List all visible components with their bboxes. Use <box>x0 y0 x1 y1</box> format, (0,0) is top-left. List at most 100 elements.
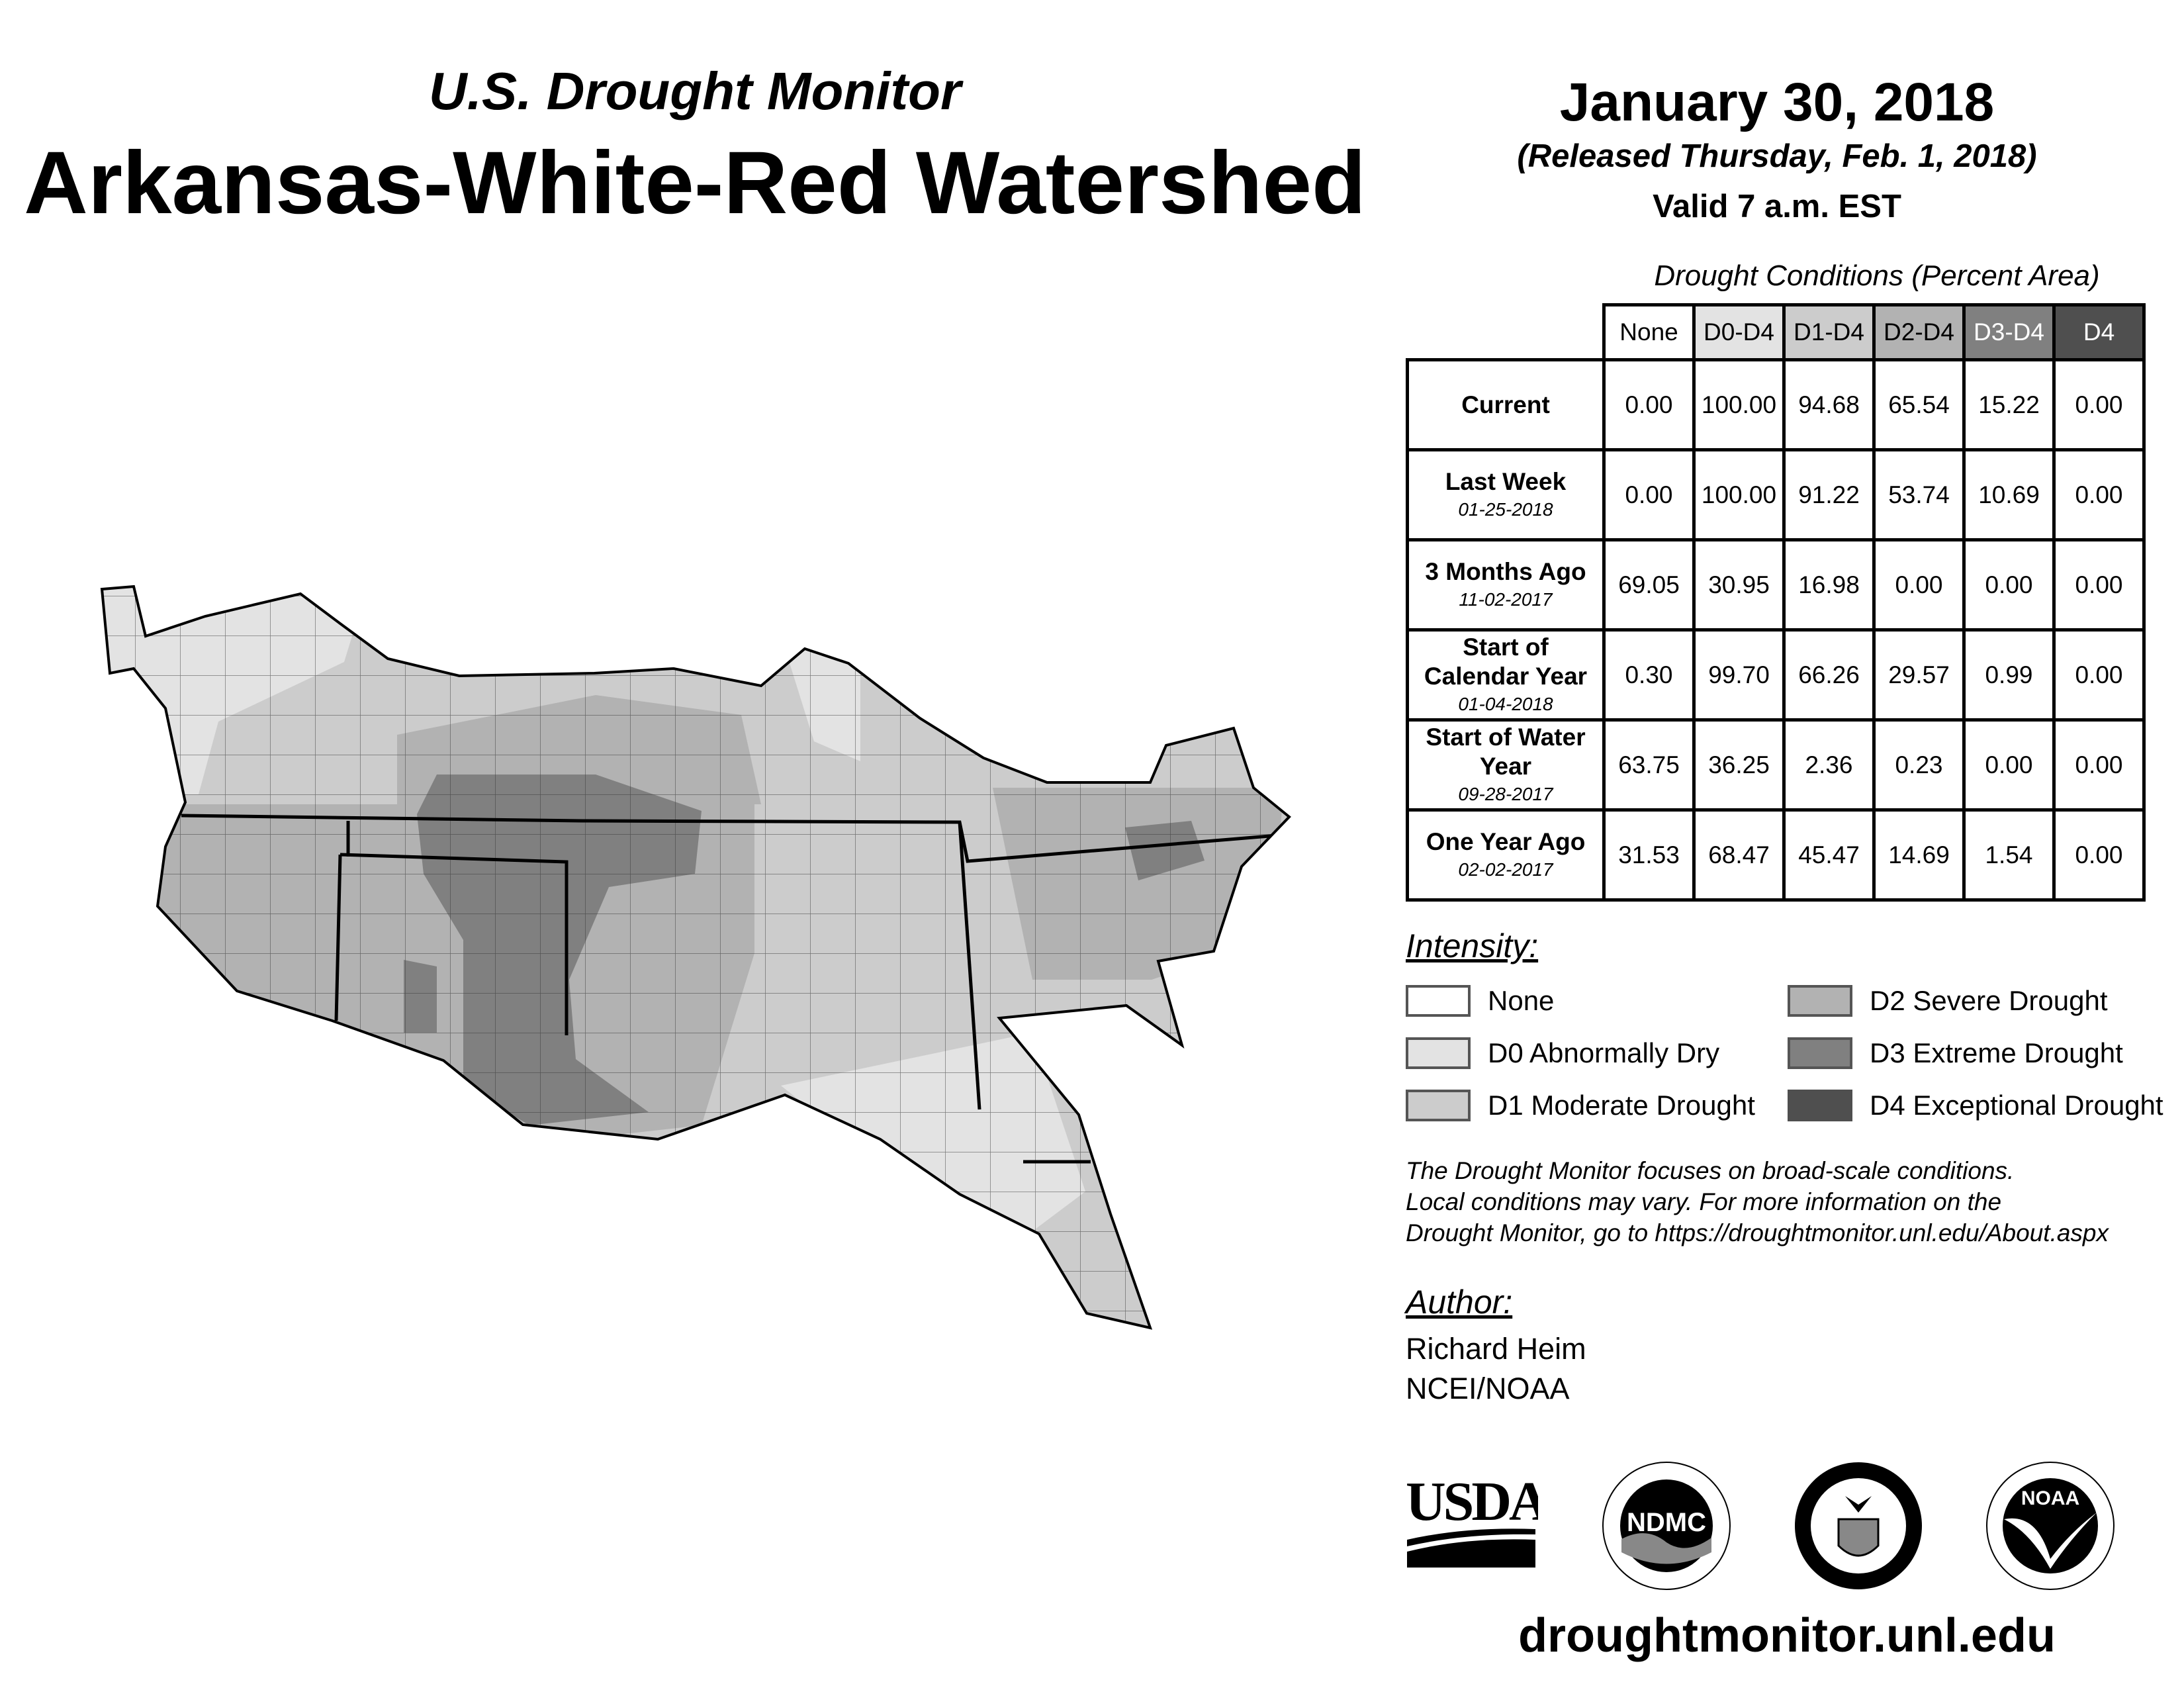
county-lines <box>102 586 1289 1328</box>
table-cell: 36.25 <box>1692 718 1786 812</box>
row-date: 09-28-2017 <box>1458 783 1553 804</box>
table-cell: 68.47 <box>1692 808 1786 902</box>
table-cell: 100.00 <box>1692 358 1786 451</box>
legend-swatch <box>1406 985 1471 1017</box>
row-label-text: Start of Water Year <box>1426 723 1586 780</box>
table-cell: 63.75 <box>1602 718 1696 812</box>
basin-outline <box>100 585 1291 1330</box>
table-cell: 0.00 <box>1602 358 1696 451</box>
table-cell: 0.00 <box>2052 808 2146 902</box>
column-header-d4: D4 <box>2052 303 2146 361</box>
row-date: 11-02-2017 <box>1459 588 1553 610</box>
row-date: 01-25-2018 <box>1458 498 1553 520</box>
table-row: 3 Months Ago 11-02-2017 69.05 30.95 16.98 0.0… <box>1406 538 2146 632</box>
legend-item: D1 Moderate Drought <box>1406 1090 1755 1121</box>
drought-conditions-table: None D0-D4 D1-D4 D2-D4 D3-D4 D4 Current 0.00 100… <box>1406 303 2146 902</box>
author-org: NCEI/NOAA <box>1406 1372 1570 1405</box>
legend-item: D4 Exceptional Drought <box>1788 1090 2163 1121</box>
column-header-d1-d4: D1-D4 <box>1782 303 1876 361</box>
table-row: Last Week 01-25-2018 0.00 100.00 91.22 53.74 1… <box>1406 448 2146 541</box>
table-cell: 0.00 <box>1962 538 2056 632</box>
column-header-d2-d4: D2-D4 <box>1872 303 1966 361</box>
table-cell: 0.23 <box>1872 718 1966 812</box>
table-row: Start of Water Year 09-28-2017 63.75 36.25 2… <box>1406 718 2146 812</box>
legend-label: None <box>1488 985 1555 1016</box>
column-header-d3-d4: D3-D4 <box>1962 303 2056 361</box>
footer-url[interactable]: droughtmonitor.unl.edu <box>1518 1609 2056 1662</box>
table-cell: 0.00 <box>2052 538 2146 632</box>
table-cell: 31.53 <box>1602 808 1696 902</box>
disclaimer-note: The Drought Monitor focuses on broad-sca… <box>1406 1155 2109 1248</box>
table-cell: 65.54 <box>1872 358 1966 451</box>
column-header-d0-d4: D0-D4 <box>1692 303 1786 361</box>
legend-label: D0 Abnormally Dry <box>1488 1037 1720 1068</box>
drought-map <box>100 585 1291 1330</box>
table-cell: 1.54 <box>1962 808 2056 902</box>
table-cell: 16.98 <box>1782 538 1876 632</box>
legend-label: D3 Extreme Drought <box>1870 1037 2123 1068</box>
legend-swatch <box>1788 1037 1852 1069</box>
author-name: Richard Heim <box>1406 1332 1586 1366</box>
table-cell: 99.70 <box>1692 628 1786 722</box>
row-label-text: Last Week <box>1445 467 1567 495</box>
note-line: The Drought Monitor focuses on broad-sca… <box>1406 1157 2015 1184</box>
legend-label: D4 Exceptional Drought <box>1870 1090 2163 1121</box>
map-title: Arkansas-White-Red Watershed <box>24 134 1366 232</box>
table-cell: 0.00 <box>1962 718 2056 812</box>
table-cell: 0.99 <box>1962 628 2056 722</box>
table-cell: 69.05 <box>1602 538 1696 632</box>
row-label-text: 3 Months Ago <box>1425 557 1586 585</box>
ndmc-logo: NDMC <box>1602 1462 1731 1590</box>
legend-swatch <box>1788 985 1852 1017</box>
row-label-text: Current <box>1461 391 1550 418</box>
legend-swatch <box>1406 1090 1471 1121</box>
legend-swatch <box>1406 1037 1471 1069</box>
table-row: Start of Calendar Year 01-04-2018 0.30 99.7… <box>1406 628 2146 722</box>
svg-text:NDMC: NDMC <box>1627 1508 1706 1537</box>
column-header-none: None <box>1602 303 1696 361</box>
row-label: Last Week 01-25-2018 <box>1406 448 1606 541</box>
commerce-seal <box>1795 1462 1922 1589</box>
table-caption: Drought Conditions (Percent Area) <box>1654 259 2100 292</box>
note-line: Local conditions may vary. For more info… <box>1406 1188 2002 1215</box>
svg-text:NOAA: NOAA <box>2021 1487 2079 1509</box>
table-cell: 14.69 <box>1872 808 1966 902</box>
table-row: One Year Ago 02-02-2017 31.53 68.47 45.47 14.… <box>1406 808 2146 902</box>
row-label: Start of Calendar Year 01-04-2018 <box>1406 628 1606 722</box>
usda-logo: USDA <box>1406 1471 1538 1568</box>
note-line: Drought Monitor, go to https://droughtmo… <box>1406 1219 2109 1246</box>
table-cell: 91.22 <box>1782 448 1876 541</box>
row-label: 3 Months Ago 11-02-2017 <box>1406 538 1606 632</box>
table-cell: 0.30 <box>1602 628 1696 722</box>
map-date: January 30, 2018 <box>1559 72 1995 132</box>
table-cell: 0.00 <box>2052 448 2146 541</box>
row-label-text: One Year Ago <box>1426 827 1586 855</box>
map-subtitle: U.S. Drought Monitor <box>428 62 962 120</box>
table-cell: 94.68 <box>1782 358 1876 451</box>
legend-swatch <box>1788 1090 1852 1121</box>
table-cell: 100.00 <box>1692 448 1786 541</box>
legend-label: D2 Severe Drought <box>1870 985 2108 1016</box>
row-date: 02-02-2017 <box>1458 859 1553 880</box>
row-label: Current <box>1406 358 1606 451</box>
table-cell: 0.00 <box>1602 448 1696 541</box>
table-cell: 15.22 <box>1962 358 2056 451</box>
noaa-logo: NOAA <box>1986 1462 2115 1590</box>
row-label: One Year Ago 02-02-2017 <box>1406 808 1606 902</box>
table-cell: 2.36 <box>1782 718 1876 812</box>
table-cell: 0.00 <box>2052 628 2146 722</box>
legend-title: Intensity: <box>1406 927 1539 964</box>
table-cell: 0.00 <box>2052 718 2146 812</box>
table-cell: 0.00 <box>2052 358 2146 451</box>
row-date: 01-04-2018 <box>1458 693 1553 714</box>
table-cell: 29.57 <box>1872 628 1966 722</box>
table-cell: 53.74 <box>1872 448 1966 541</box>
table-corner <box>1407 305 1606 361</box>
state-boundaries <box>181 814 1286 1164</box>
legend-item: D2 Severe Drought <box>1788 985 2108 1017</box>
legend-item: None <box>1406 985 1554 1017</box>
table-cell: 10.69 <box>1962 448 2056 541</box>
row-label-text: Start of Calendar Year <box>1424 633 1588 690</box>
svg-text:USDA: USDA <box>1406 1471 1538 1532</box>
author-heading: Author: <box>1406 1284 1513 1321</box>
